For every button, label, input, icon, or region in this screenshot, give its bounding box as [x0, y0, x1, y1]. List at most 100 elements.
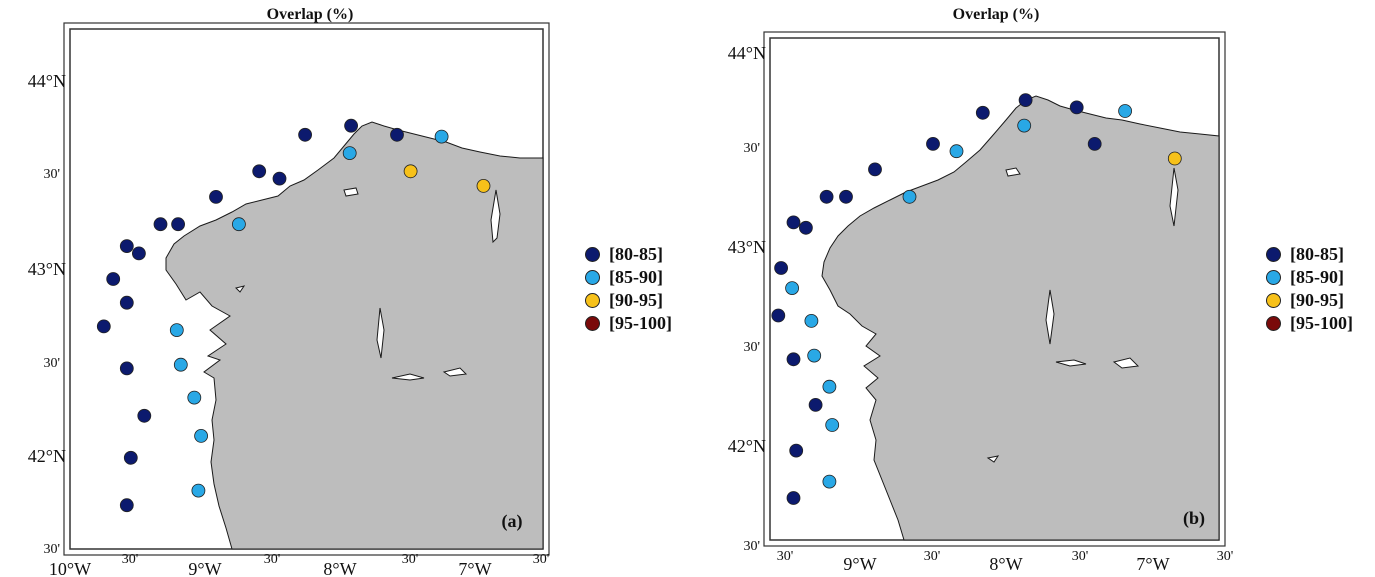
legend-label: [90-95]	[609, 290, 663, 310]
y-tick-label: 30'	[743, 539, 760, 554]
panel-label: (a)	[502, 511, 523, 532]
station-point	[926, 136, 940, 151]
y-tick-label: 44°N	[728, 43, 766, 63]
station-point	[194, 428, 209, 443]
station-point	[173, 357, 188, 372]
station-point	[119, 361, 134, 376]
legend-swatch	[1266, 270, 1281, 285]
map-panel-a: Overlap (%) 44°N 30' 43°N 30' 42°N 30' 1…	[28, 6, 550, 577]
station-point	[106, 272, 121, 286]
x-tick-label: 8°W	[323, 559, 356, 577]
legend-label: [95-100]	[609, 313, 672, 333]
x-tick-label: 30'	[777, 549, 794, 564]
station-point	[799, 220, 813, 235]
station-point	[1018, 93, 1033, 107]
station-point	[252, 164, 267, 179]
x-tick-label: 30'	[1217, 549, 1234, 564]
y-tick-label: 30'	[43, 356, 60, 371]
x-tick-label: 30'	[402, 552, 419, 567]
x-tick-label: 10°W	[49, 559, 91, 577]
station-point	[123, 450, 138, 465]
station-point	[789, 443, 804, 458]
station-point	[785, 281, 799, 296]
station-point	[902, 189, 917, 204]
y-tick-label: 30'	[43, 167, 60, 182]
station-point	[119, 498, 134, 513]
legend-swatch	[1266, 293, 1281, 308]
station-point	[786, 352, 801, 367]
station-point	[1017, 118, 1032, 133]
y-tick-label: 42°N	[728, 436, 766, 456]
x-tick-label: 30'	[1072, 549, 1089, 564]
station-point	[804, 313, 819, 328]
station-point	[1118, 104, 1133, 118]
legend-label: [85-90]	[609, 267, 663, 287]
station-point	[807, 348, 822, 363]
interior-lakes	[986, 167, 1179, 463]
legend-label: [80-85]	[609, 244, 663, 264]
station-point	[96, 319, 111, 334]
station-point	[153, 217, 168, 232]
x-tick-label: 8°W	[989, 554, 1022, 574]
station-point	[187, 390, 202, 405]
station-point	[390, 127, 404, 142]
station-point	[786, 491, 801, 505]
station-point	[272, 171, 287, 186]
station-point	[975, 105, 990, 120]
station-point	[171, 217, 186, 232]
axis-x-labels: 10°W 30' 9°W 30' 8°W 30' 7°W 30'	[49, 552, 549, 577]
y-tick-label: 43°N	[28, 259, 66, 279]
station-point	[1069, 100, 1084, 115]
station-point	[231, 217, 246, 232]
legend-swatch	[585, 293, 600, 308]
station-point	[822, 379, 837, 394]
station-point	[771, 308, 786, 323]
station-point	[819, 189, 834, 204]
y-tick-label: 30'	[743, 141, 760, 156]
station-point	[825, 418, 840, 432]
land-area	[165, 121, 544, 550]
station-point	[344, 118, 359, 133]
station-point	[786, 215, 801, 230]
x-tick-label: 30'	[533, 552, 550, 567]
x-tick-label: 30'	[122, 552, 139, 567]
station-point	[342, 146, 357, 161]
y-tick-label: 42°N	[28, 446, 66, 466]
station-point	[119, 295, 134, 310]
interior-lakes	[235, 187, 501, 381]
y-tick-label: 43°N	[728, 237, 766, 257]
station-point	[822, 474, 837, 489]
legend-swatch	[1266, 316, 1281, 331]
x-tick-label: 9°W	[843, 554, 876, 574]
station-point	[1167, 151, 1182, 166]
x-tick-label: 7°W	[458, 559, 491, 577]
station-point	[119, 239, 134, 254]
station-point	[476, 178, 491, 193]
station-point	[949, 144, 964, 159]
axis-y-labels: 44°N 30' 43°N 30' 42°N 30'	[728, 43, 766, 554]
station-point	[403, 164, 418, 179]
legend-swatch	[585, 270, 600, 285]
land-area	[821, 95, 1220, 541]
station-point	[839, 189, 853, 204]
map-panel-b: Overlap (%) 44°N 30' 43°N 30' 42°N 30' 3…	[728, 6, 1234, 574]
x-tick-label: 9°W	[188, 559, 221, 577]
station-point	[1087, 136, 1102, 151]
station-point	[191, 483, 206, 498]
station-point	[774, 261, 788, 275]
legend-swatch	[1266, 247, 1281, 262]
axis-x-labels: 30' 9°W 30' 8°W 30' 7°W 30'	[777, 549, 1234, 574]
station-point	[169, 323, 184, 338]
legend-label: [90-95]	[1290, 290, 1344, 310]
legend-swatch	[585, 247, 600, 262]
y-tick-label: 30'	[743, 340, 760, 355]
x-tick-label: 30'	[264, 552, 281, 567]
map-title: Overlap (%)	[267, 6, 354, 23]
station-point	[298, 127, 313, 142]
panel-label: (b)	[1183, 508, 1205, 529]
axis-y-labels: 44°N 30' 43°N 30' 42°N 30'	[28, 71, 66, 557]
station-point	[868, 162, 882, 177]
station-point	[434, 129, 449, 144]
y-tick-label: 30'	[43, 542, 60, 557]
x-tick-label: 7°W	[1136, 554, 1169, 574]
